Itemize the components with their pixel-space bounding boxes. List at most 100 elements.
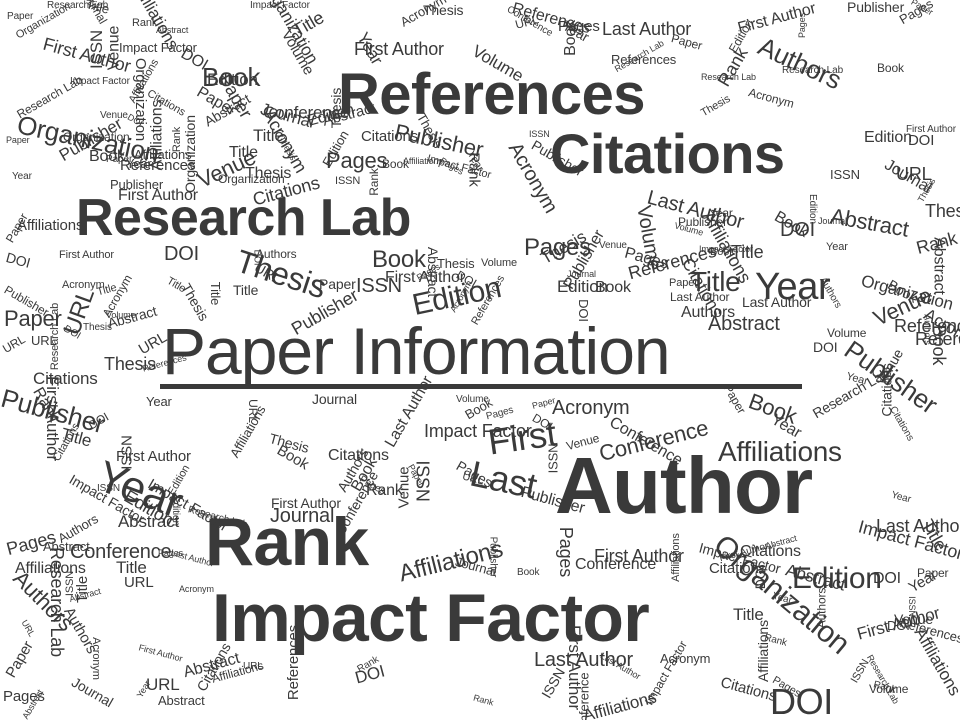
filler-word: Volume [106,310,136,320]
word-references: References [338,62,646,127]
filler-word: DOI [908,132,935,149]
word-book-mid: Book [372,246,426,273]
filler-word: Edition [207,70,258,89]
filler-word: Paper [669,31,704,53]
filler-word: Abstract [43,539,90,554]
filler-word: Impact Factor [424,421,532,441]
filler-word: URL [896,164,932,184]
filler-word: Acronym [660,651,711,666]
filler-word: First Author [906,124,956,135]
filler-word: Year [12,171,32,182]
filler-word: Venue [100,110,128,121]
filler-word: Impact Factor [119,40,197,55]
filler-word: References [915,329,960,349]
filler-word: Paper [7,11,34,22]
filler-word: ISSN [335,175,361,187]
filler-word: Abstract [156,25,189,35]
word-citations: Citations [550,122,785,185]
filler-word: Paper [917,566,949,580]
word-last-author: Last Author [602,19,692,39]
filler-word: Authors [256,247,297,261]
filler-word: DOI [4,249,33,271]
filler-word: Organization [63,130,130,144]
filler-word: Rank [132,17,158,29]
filler-word: First Author [116,448,191,465]
filler-word: Thesis [83,322,112,333]
filler-word: ISSN [118,435,136,470]
filler-word: Book [382,157,409,171]
filler-word: Affiliations [134,147,192,162]
filler-word: Abstract [118,512,179,531]
filler-word: Impact Factor [70,76,130,87]
word-year-right: Year [755,266,831,308]
filler-word: Pages [3,688,45,705]
filler-word: URL [243,661,263,672]
filler-word: DOI [873,570,901,587]
word-book: Book [202,62,261,92]
filler-word: Journal [567,269,596,279]
filler-word: Publisher [487,536,499,578]
filler-word: Rank [366,168,381,196]
filler-word: Year [126,156,152,171]
filler-word: Thesis [245,165,292,182]
filler-word: Abstract [158,693,205,708]
filler-word: Book [710,246,735,258]
filler-word: Rank [914,227,960,259]
word-doi: DOI [164,243,199,265]
filler-word: Title [253,126,284,145]
filler-word: Publisher [847,0,905,15]
word-acronym: Acronym [552,397,630,419]
filler-word: URL [31,333,57,348]
word-first-author: First Author [354,39,444,59]
filler-word: Journal [312,391,357,407]
filler-word: Year [709,206,733,220]
filler-word: Title [208,281,224,306]
filler-word: Year [890,489,913,506]
word-edition-2: Edition [792,562,882,595]
word-pages: Pages [326,148,388,173]
filler-word: Affiliations [580,687,659,720]
filler-word: URL [0,332,28,356]
filler-word: Citations [328,447,389,464]
filler-word: Publisher [678,215,727,229]
filler-word: Authors [681,304,736,321]
filler-word: URL [19,618,38,639]
filler-word: First Author [59,249,114,261]
filler-word: Citations [361,128,419,145]
word-doi-right: DOI [780,219,815,241]
filler-word: First Author [271,495,341,511]
filler-word: Title [229,144,258,161]
filler-word: ISSN [545,443,561,474]
filler-word: Volume [456,394,489,405]
filler-word: Venue [599,240,627,251]
filler-word: Acronym [62,279,105,291]
filler-word: References [285,624,303,701]
filler-word: Thesis [925,201,960,221]
filler-word: Title [116,558,147,577]
filler-word: First Author [137,642,184,664]
filler-word: DOI [575,299,591,322]
filler-word: Publisher [110,177,164,192]
filler-word: First Author [594,546,684,566]
filler-word: Volume [481,257,518,269]
filler-word: Title [731,242,764,262]
word-journal: Journal [270,505,335,527]
main-title: Paper Information [162,314,671,388]
filler-word: Paper [6,135,30,145]
word-first-author-2: First Author [118,187,198,204]
filler-word: Research Lab [864,652,901,706]
filler-word: Last Author [670,290,730,304]
filler-word: Title [233,282,259,298]
filler-word: DOI [887,618,910,633]
filler-word: Research Lab [782,65,844,76]
filler-word: Book [877,61,904,75]
word-pages-mid: Pages [524,234,591,261]
filler-word: Pages [556,526,577,578]
filler-word: Acronym [179,584,214,594]
filler-word: Pages [158,548,184,558]
filler-word: URL [124,574,154,591]
filler-word: Edition [806,194,818,224]
filler-word: Last Author [876,516,960,536]
filler-word: Organization [218,172,285,186]
filler-word: Journal [69,673,116,711]
